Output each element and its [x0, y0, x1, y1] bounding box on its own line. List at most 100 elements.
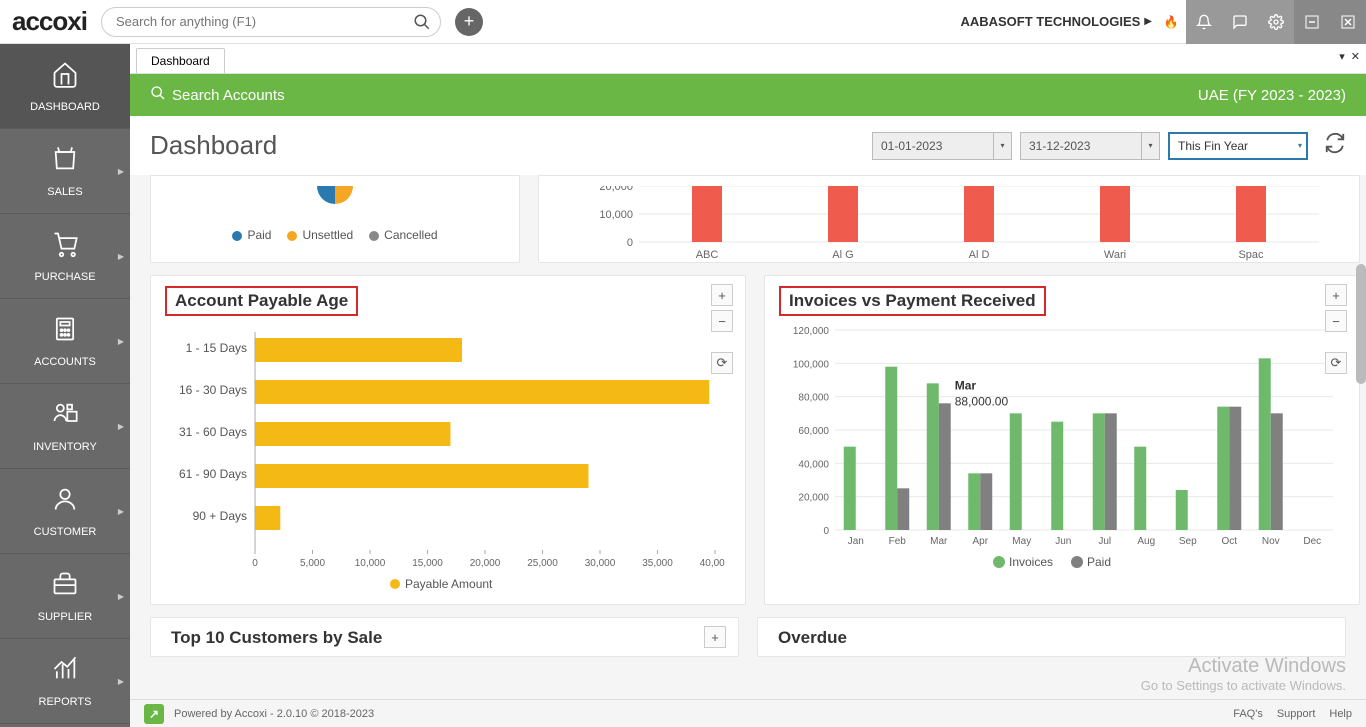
- top-customers-card: Top 10 Customers by Sale +: [150, 617, 739, 657]
- sidebar-item-accounts[interactable]: ACCOUNTS ▶: [0, 299, 130, 384]
- svg-text:0: 0: [252, 558, 258, 569]
- sidebar-item-inventory[interactable]: INVENTORY ▶: [0, 384, 130, 469]
- help-link[interactable]: Help: [1329, 708, 1352, 720]
- svg-text:30,000: 30,000: [585, 558, 616, 569]
- refresh-icon[interactable]: [1324, 132, 1346, 160]
- svg-text:Apr: Apr: [972, 536, 988, 547]
- global-search-input[interactable]: [101, 7, 441, 37]
- search-icon[interactable]: [413, 13, 431, 36]
- search-icon[interactable]: [150, 85, 166, 105]
- sidebar: DASHBOARD SALES ▶ PURCHASE ▶ ACCOUNTS ▶ …: [0, 44, 130, 727]
- svg-text:Oct: Oct: [1221, 536, 1237, 547]
- company-name[interactable]: AABASOFT TECHNOLOGIES: [960, 14, 1140, 29]
- zoom-out-button[interactable]: −: [1325, 310, 1347, 332]
- tab-menu-icon[interactable]: ▾: [1339, 50, 1345, 63]
- svg-text:10,000: 10,000: [355, 558, 386, 569]
- sidebar-item-supplier[interactable]: SUPPLIER ▶: [0, 554, 130, 639]
- svg-text:Aug: Aug: [1137, 536, 1155, 547]
- support-link[interactable]: Support: [1277, 708, 1316, 720]
- svg-text:31 - 60 Days: 31 - 60 Days: [179, 425, 247, 439]
- calculator-icon: [51, 315, 79, 350]
- svg-text:90 + Days: 90 + Days: [193, 509, 247, 523]
- svg-text:Feb: Feb: [889, 536, 907, 547]
- payable-age-title: Account Payable Age: [165, 286, 358, 316]
- statusbar: ↗ Powered by Accoxi - 2.0.10 © 2018-2023…: [130, 699, 1366, 727]
- svg-text:Mar: Mar: [930, 536, 948, 547]
- svg-text:15,000: 15,000: [412, 558, 443, 569]
- home-icon: [51, 60, 79, 95]
- tab-close-icon[interactable]: ✕: [1351, 50, 1360, 63]
- svg-text:120,000: 120,000: [793, 326, 830, 337]
- svg-text:Jan: Jan: [848, 536, 864, 547]
- tabbar: Dashboard ▾ ✕: [130, 44, 1366, 74]
- svg-text:40,000: 40,000: [700, 558, 725, 569]
- search-accounts-bar: Search Accounts UAE (FY 2023 - 2023): [130, 74, 1366, 116]
- svg-text:5,000: 5,000: [300, 558, 325, 569]
- sidebar-label: PURCHASE: [34, 271, 95, 283]
- svg-text:25,000: 25,000: [527, 558, 558, 569]
- main-area: Dashboard ▾ ✕ Search Accounts UAE (FY 20…: [130, 44, 1366, 699]
- date-to-picker[interactable]: 31-12-2023▾: [1020, 132, 1160, 160]
- global-search: [101, 7, 441, 37]
- close-icon[interactable]: [1330, 0, 1366, 44]
- company-chevron-icon[interactable]: ▶: [1144, 16, 1152, 27]
- briefcase-icon: [51, 570, 79, 605]
- zoom-in-button[interactable]: +: [711, 284, 733, 306]
- faq-link[interactable]: FAQ's: [1233, 708, 1263, 720]
- tab-dashboard[interactable]: Dashboard: [136, 48, 225, 73]
- sidebar-item-customer[interactable]: CUSTOMER ▶: [0, 469, 130, 554]
- svg-text:Nov: Nov: [1262, 536, 1280, 547]
- sidebar-label: SUPPLIER: [38, 611, 92, 623]
- svg-text:1 - 15 Days: 1 - 15 Days: [186, 341, 247, 355]
- svg-text:Dec: Dec: [1303, 536, 1321, 547]
- svg-text:Paid: Paid: [1087, 555, 1111, 569]
- svg-text:60,000: 60,000: [798, 426, 829, 437]
- add-button[interactable]: +: [455, 8, 483, 36]
- chat-icon[interactable]: [1222, 0, 1258, 44]
- bag-icon: [51, 145, 79, 180]
- legend-paid: Paid: [232, 228, 271, 242]
- chevron-down-icon: ▾: [1298, 141, 1302, 150]
- bell-icon[interactable]: [1186, 0, 1222, 44]
- svg-text:40,000: 40,000: [798, 459, 829, 470]
- sidebar-item-purchase[interactable]: PURCHASE ▶: [0, 214, 130, 299]
- fiscal-year-label: UAE (FY 2023 - 2023): [1198, 87, 1346, 104]
- svg-text:Spac: Spac: [1238, 249, 1264, 261]
- status-logo-icon: ↗: [144, 704, 164, 724]
- chevron-right-icon: ▶: [118, 507, 124, 516]
- svg-text:ABC: ABC: [696, 249, 719, 261]
- svg-text:20,000: 20,000: [798, 493, 829, 504]
- content-area: Paid Unsettled Cancelled 010,00020,000AB…: [130, 175, 1366, 694]
- minimize-icon[interactable]: [1294, 0, 1330, 44]
- sidebar-item-reports[interactable]: REPORTS ▶: [0, 639, 130, 724]
- payable-age-chart: 1 - 15 Days16 - 30 Days31 - 60 Days61 - …: [165, 316, 725, 596]
- chart-refresh-button[interactable]: ⟳: [711, 352, 733, 374]
- sidebar-label: ACCOUNTS: [34, 356, 96, 368]
- invoices-paid-title: Invoices vs Payment Received: [779, 286, 1046, 316]
- chevron-right-icon: ▶: [118, 592, 124, 601]
- page-title: Dashboard: [150, 130, 277, 161]
- svg-text:20,000: 20,000: [599, 186, 633, 193]
- svg-text:35,000: 35,000: [642, 558, 673, 569]
- app-logo: accoxi: [6, 6, 101, 37]
- chevron-right-icon: ▶: [118, 422, 124, 431]
- cart-icon: [51, 230, 79, 265]
- powered-by-label: Powered by Accoxi - 2.0.10 © 2018-2023: [174, 708, 374, 720]
- user-icon: [51, 485, 79, 520]
- chart-refresh-button[interactable]: ⟳: [1325, 352, 1347, 374]
- sidebar-item-dashboard[interactable]: DASHBOARD: [0, 44, 130, 129]
- scrollbar[interactable]: [1356, 264, 1366, 384]
- zoom-out-button[interactable]: −: [711, 310, 733, 332]
- zoom-in-button[interactable]: +: [1325, 284, 1347, 306]
- zoom-in-button[interactable]: +: [704, 626, 726, 648]
- legend-cancelled: Cancelled: [369, 228, 437, 242]
- gear-icon[interactable]: [1258, 0, 1294, 44]
- page-header: Dashboard 01-01-2023▾ 31-12-2023▾ This F…: [130, 116, 1366, 175]
- tab-controls: ▾ ✕: [1339, 50, 1360, 63]
- notification-flame-icon[interactable]: 🔥: [1160, 11, 1182, 33]
- search-accounts-label[interactable]: Search Accounts: [172, 87, 285, 104]
- period-select[interactable]: This Fin Year▾: [1168, 132, 1308, 160]
- sidebar-item-sales[interactable]: SALES ▶: [0, 129, 130, 214]
- date-from-picker[interactable]: 01-01-2023▾: [872, 132, 1012, 160]
- chevron-right-icon: ▶: [118, 677, 124, 686]
